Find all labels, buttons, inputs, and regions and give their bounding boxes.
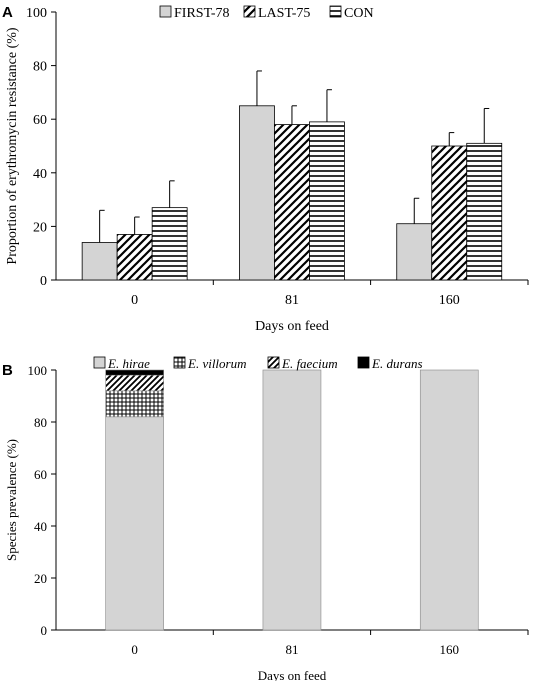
legend-swatch bbox=[357, 356, 370, 369]
panel-a-letter: A bbox=[2, 4, 13, 21]
bar-segment bbox=[262, 369, 322, 631]
y-tick-label: 40 bbox=[34, 519, 47, 534]
bar bbox=[396, 223, 433, 281]
x-tick-label: 81 bbox=[285, 293, 299, 308]
x-tick-label: 81 bbox=[285, 642, 298, 657]
legend-label: E. durans bbox=[371, 356, 423, 371]
legend-swatch bbox=[173, 356, 186, 369]
y-tick-label: 60 bbox=[34, 467, 47, 482]
bar-segment bbox=[105, 416, 164, 631]
legend-label: E. faecium bbox=[281, 356, 338, 371]
y-tick-label: 20 bbox=[33, 220, 47, 235]
bar bbox=[151, 207, 188, 281]
legend-swatch bbox=[93, 356, 106, 369]
panel-b-letter: B bbox=[2, 362, 13, 379]
y-tick-label: 80 bbox=[34, 415, 47, 430]
x-tick-label: 160 bbox=[440, 642, 460, 657]
bar bbox=[116, 234, 153, 281]
bar-segment bbox=[105, 374, 164, 392]
x-tick-label: 0 bbox=[131, 642, 138, 657]
bar-segment bbox=[419, 369, 479, 631]
legend-label: E. villorum bbox=[187, 356, 247, 371]
legend-swatch bbox=[329, 5, 342, 18]
bar bbox=[274, 124, 310, 281]
x-tick-label: 160 bbox=[439, 293, 460, 308]
y-tick-label: 100 bbox=[26, 6, 47, 21]
x-axis-label: Days on feed bbox=[258, 668, 327, 681]
y-tick-label: 100 bbox=[28, 363, 48, 378]
panel-b-chart: 0 20 40 60 80 100 0 81 160 Days on feed Species pr… bbox=[4, 356, 529, 681]
legend-swatch bbox=[243, 5, 256, 18]
legend-label: E. hirae bbox=[107, 356, 150, 371]
y-tick-label: 40 bbox=[33, 167, 47, 182]
x-axis-label: Days on feed bbox=[255, 319, 329, 334]
legend-label: FIRST-78 bbox=[174, 6, 230, 21]
legend-label: LAST-75 bbox=[258, 6, 310, 21]
legend-swatch bbox=[159, 5, 172, 18]
bar bbox=[239, 105, 275, 281]
y-axis-label: Proportion of erythromycin resistance (%… bbox=[5, 27, 20, 264]
bar-segment bbox=[105, 369, 164, 376]
y-tick-label: 20 bbox=[34, 571, 47, 586]
bar bbox=[81, 242, 118, 281]
panel-a-chart: 0 20 40 60 80 100 0 81 160 Days on feed Proportion… bbox=[5, 5, 529, 334]
legend-swatch bbox=[267, 356, 280, 369]
y-tick-label: 60 bbox=[33, 113, 47, 128]
y-tick-label: 80 bbox=[33, 60, 47, 75]
y-tick-label: 0 bbox=[40, 274, 47, 289]
x-tick-label: 0 bbox=[131, 293, 138, 308]
y-tick-label: 0 bbox=[41, 623, 48, 638]
legend-label: CON bbox=[344, 6, 374, 21]
bar bbox=[309, 121, 345, 281]
bar bbox=[466, 142, 503, 281]
bar bbox=[431, 145, 468, 281]
bar-segment bbox=[105, 390, 164, 418]
y-axis-label: Species prevalence (%) bbox=[4, 439, 19, 561]
